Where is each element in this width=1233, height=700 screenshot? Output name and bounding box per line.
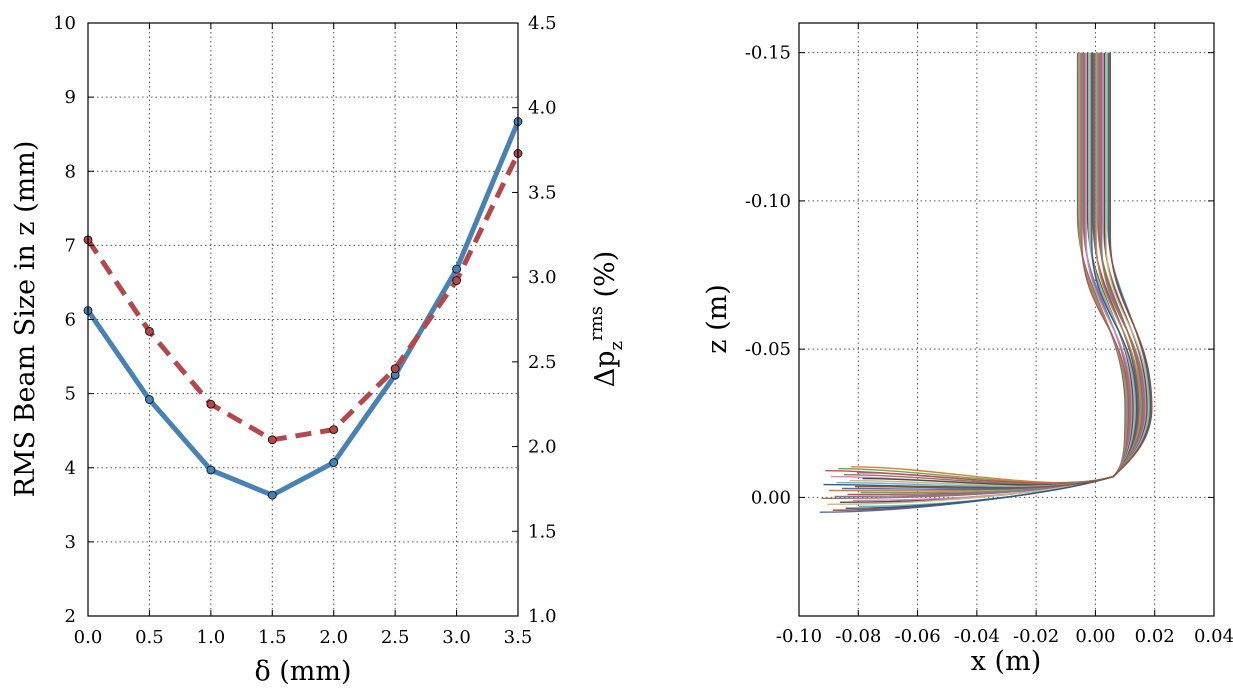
left-y-ticks: 2 3 4 5 6 7 8 9 10 [53, 13, 94, 627]
left-x-tick-label: 1.5 [258, 627, 287, 648]
right-x-axis-label: x (m) [971, 646, 1041, 677]
left-y-tick-label: 6 [65, 310, 76, 331]
right-y-tick-label: 3.0 [528, 267, 557, 288]
right-plot-frame [798, 22, 1215, 617]
right-y-tick-label: -0.15 [745, 43, 791, 64]
right-y-tick-label: 1.5 [528, 521, 557, 542]
right-y-ticks: -0.15 -0.10 -0.05 0.00 [745, 43, 1214, 508]
delta-pz-point [145, 326, 154, 336]
y2-label-base: Δp [590, 350, 621, 387]
left-y-axis-label: RMS Beam Size in z (mm) [10, 141, 41, 498]
left-grid [88, 23, 518, 616]
delta-pz-point [267, 435, 277, 445]
right-x-tick-label: -0.08 [835, 626, 881, 647]
right-y-tick-label: 1.0 [528, 606, 557, 627]
right-x-tick-label: -0.06 [894, 626, 940, 647]
left-y-tick-label: 7 [65, 235, 76, 256]
left-y-tick-label: 5 [65, 384, 76, 405]
right-y-axis-label: Δpzrms (%) [586, 251, 627, 388]
rms-beam-size-point [267, 490, 277, 500]
right-x-tick-label: 0.00 [1075, 626, 1115, 647]
left-x-tick-label: 1.0 [197, 627, 226, 648]
right-y-tick-label: 3.5 [528, 182, 557, 203]
right-x-tick-label: 0.02 [1135, 626, 1175, 647]
right-y-axis-label-z: z (m) [702, 284, 733, 353]
y2-label-unit: (%) [590, 251, 621, 306]
right-grid [799, 23, 1214, 616]
left-x-tick-label: 2.5 [381, 627, 410, 648]
left-x-tick-label: 0.5 [135, 627, 164, 648]
left-x-tick-label: 0.0 [74, 627, 103, 648]
rms-beam-size-point [145, 395, 154, 404]
right-trajectories [819, 52, 1153, 513]
left-y-tick-label: 8 [65, 161, 76, 182]
left-x-tick-label: 2.0 [319, 627, 348, 648]
right-y-tick-label: 2.0 [528, 437, 557, 458]
delta-pz-line [85, 152, 521, 443]
trajectory-line [836, 52, 1151, 488]
trajectory-line [821, 52, 1132, 500]
rms-beam-size-point [452, 264, 461, 274]
left-x-axis-label: δ (mm) [254, 656, 351, 687]
left-x-ticks: 0.0 0.5 1.0 1.5 2.0 2.5 3.0 3.5 [74, 23, 533, 648]
trajectory-line [830, 52, 1133, 486]
rms-beam-size-point [329, 458, 339, 467]
right-x-tick-label: 0.04 [1194, 626, 1233, 647]
right-y-tick-label: 4.5 [528, 13, 557, 34]
right-y-tick-label: -0.05 [745, 339, 791, 360]
trajectory-line [854, 52, 1153, 489]
right-x-ticks: -0.10 -0.08 -0.06 -0.04 -0.02 0.00 0.02 0.04 [776, 23, 1233, 647]
left-y-tick-label: 4 [65, 458, 76, 479]
left-y2-ticks: 1.0 1.5 2.0 2.5 3.0 3.5 4.0 4.5 [512, 13, 557, 627]
left-y-tick-label: 9 [65, 87, 76, 108]
delta-pz-point [206, 399, 216, 409]
left-x-tick-label: 3.5 [504, 627, 533, 648]
rms-beam-size-point [206, 465, 216, 475]
left-x-tick-label: 3.0 [442, 627, 471, 648]
right-x-tick-label: -0.10 [776, 626, 822, 647]
right-chart: -0.10 -0.08 -0.06 -0.04 -0.02 0.00 0.02 0.04 -0… [702, 22, 1233, 677]
right-y-tick-label: 2.5 [528, 352, 557, 373]
y2-label-sup: rms [586, 306, 607, 341]
left-y-tick-label: 3 [65, 532, 76, 553]
right-x-tick-label: -0.04 [954, 626, 1000, 647]
rms-beam-size-line [85, 120, 521, 498]
right-x-tick-label: -0.02 [1013, 626, 1059, 647]
left-series [83, 117, 523, 500]
delta-pz-point [452, 276, 461, 285]
right-y-tick-label: -0.10 [745, 191, 791, 212]
delta-pz-point [329, 425, 339, 435]
left-y-tick-label: 2 [65, 606, 76, 627]
right-y-tick-label: 4.0 [528, 98, 557, 119]
left-y-tick-label: 10 [53, 13, 76, 34]
right-y-tick-label: 0.00 [751, 487, 791, 508]
delta-pz-point [390, 364, 400, 374]
y2-label-sub: z [606, 341, 627, 350]
